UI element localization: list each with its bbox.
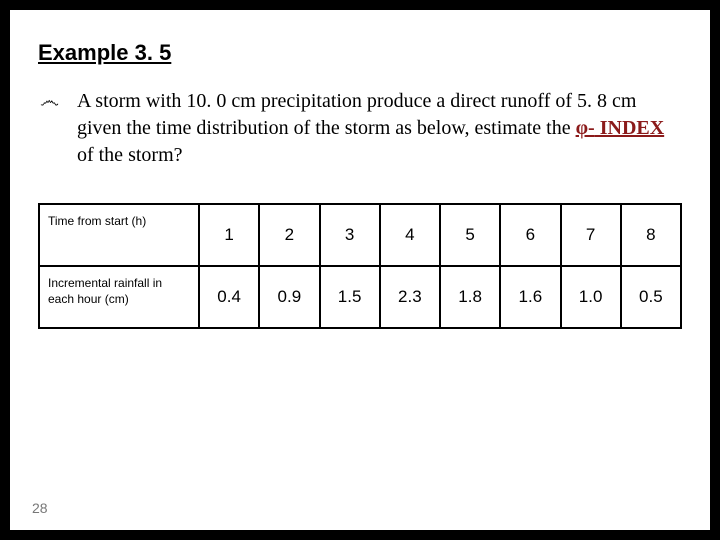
data-table: Time from start (h) 1 2 3 4 5 6 7 8 Incr… (38, 203, 682, 329)
table-cell: 1.8 (440, 266, 500, 328)
phi-index-term: φ- INDEX (576, 117, 665, 139)
table-cell: 2 (259, 204, 319, 266)
table-cell: 1.6 (500, 266, 560, 328)
table-cell: 1.5 (320, 266, 380, 328)
row-header-rainfall: Incremental rainfall in each hour (cm) (39, 266, 199, 328)
table-cell: 2.3 (380, 266, 440, 328)
table-cell: 0.5 (621, 266, 681, 328)
table-cell: 0.4 (199, 266, 259, 328)
body-post: of the storm? (77, 144, 183, 166)
page-number: 28 (32, 500, 48, 516)
table-cell: 4 (380, 204, 440, 266)
body-pre: A storm with 10. 0 cm precipitation prod… (77, 90, 637, 139)
table-cell: 5 (440, 204, 500, 266)
phi-symbol: φ- (576, 117, 595, 139)
example-title: Example 3. 5 (38, 40, 682, 66)
bullet-icon: ෴ (40, 88, 59, 114)
slide-frame: Example 3. 5 ෴ A storm with 10. 0 cm pre… (8, 8, 712, 532)
table-cell: 3 (320, 204, 380, 266)
table-cell: 7 (561, 204, 621, 266)
body-text: A storm with 10. 0 cm precipitation prod… (77, 88, 682, 169)
table-cell: 1.0 (561, 266, 621, 328)
table-cell: 8 (621, 204, 681, 266)
row-header-time: Time from start (h) (39, 204, 199, 266)
table-cell: 1 (199, 204, 259, 266)
table-row: Incremental rainfall in each hour (cm) 0… (39, 266, 681, 328)
body-paragraph: ෴ A storm with 10. 0 cm precipitation pr… (38, 88, 682, 169)
index-word: INDEX (595, 117, 664, 139)
table-cell: 0.9 (259, 266, 319, 328)
table-cell: 6 (500, 204, 560, 266)
table-row: Time from start (h) 1 2 3 4 5 6 7 8 (39, 204, 681, 266)
